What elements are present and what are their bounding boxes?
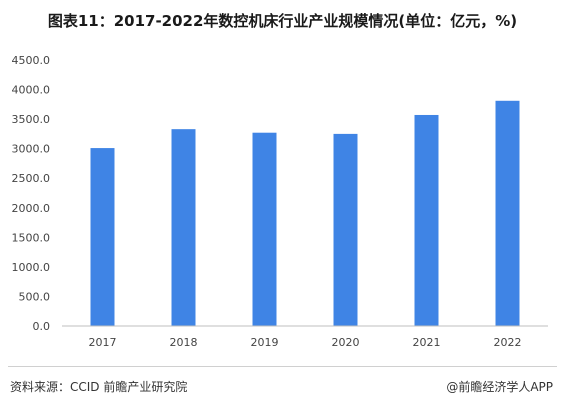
bar-2022 [495, 100, 520, 326]
bar-2020 [333, 133, 358, 326]
y-axis: 0.0 500.0 1000.0 1500.0 2000.0 2500.0 3000.0 35… [12, 54, 51, 333]
y-tick-label: 1000.0 [12, 261, 51, 274]
x-tick-label: 2017 [89, 336, 117, 349]
bar-chart: 0.0 500.0 1000.0 1500.0 2000.0 2500.0 3000.0 35… [12, 54, 548, 349]
y-tick-label: 3500.0 [12, 113, 51, 126]
bar-2018 [171, 129, 196, 326]
footer-divider [8, 366, 557, 367]
y-tick-label: 1500.0 [12, 231, 51, 244]
y-tick-label: 2000.0 [12, 202, 51, 215]
bar-2021 [414, 114, 439, 327]
x-tick-label: 2019 [251, 336, 279, 349]
x-tick-label: 2022 [494, 336, 522, 349]
x-tick-label: 2021 [413, 336, 441, 349]
y-tick-label: 4000.0 [12, 84, 51, 97]
bars-group [90, 100, 520, 327]
source-note: 资料来源：CCID 前瞻产业研究院 [10, 380, 188, 394]
y-tick-label: 500.0 [19, 290, 51, 303]
bar-2019 [252, 132, 277, 326]
brand-label: @前瞻经济学人APP [446, 380, 553, 394]
y-tick-label: 0.0 [33, 320, 51, 333]
x-tick-label: 2018 [170, 336, 198, 349]
chart-title: 图表11：2017-2022年数控机床行业产业规模情况(单位：亿元，%) [47, 12, 518, 30]
x-tick-label: 2020 [332, 336, 360, 349]
y-tick-label: 4500.0 [12, 54, 51, 67]
y-tick-label: 2500.0 [12, 172, 51, 185]
y-tick-label: 3000.0 [12, 143, 51, 156]
x-axis: 2017 2018 2019 2020 2021 2022 [89, 336, 522, 349]
footer: 资料来源：CCID 前瞻产业研究院 @前瞻经济学人APP [0, 366, 565, 406]
bar-2017 [90, 148, 115, 326]
